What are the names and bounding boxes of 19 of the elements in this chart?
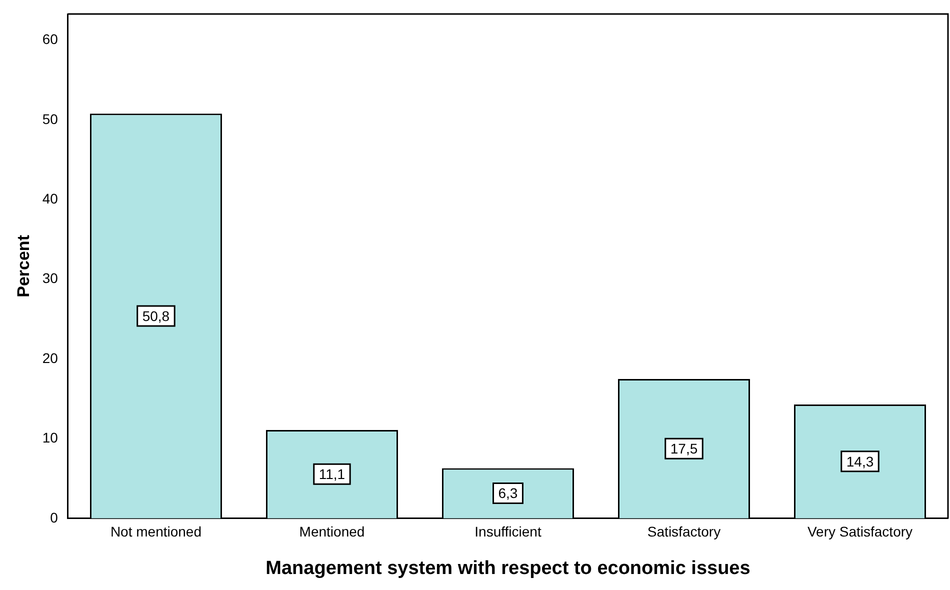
y-tick-label: 60 [42, 31, 58, 48]
x-tick-label: Very Satisfactory [807, 524, 913, 540]
data-label: 11,1 [318, 466, 346, 482]
x-tick-label: Satisfactory [647, 524, 721, 540]
data-label: 17,5 [670, 440, 698, 457]
y-tick-label: 0 [50, 509, 58, 526]
y-tick-label: 20 [42, 350, 58, 366]
x-tick-label: Mentioned [299, 524, 365, 540]
x-axis-title: Management system with respect to economic issues [266, 558, 750, 579]
x-tick-label: Not mentioned [110, 524, 202, 540]
y-tick-label: 50 [42, 110, 58, 127]
data-label: 6,3 [498, 485, 518, 502]
y-tick-label: 10 [42, 430, 58, 446]
x-tick-label: Insufficient [474, 524, 542, 540]
y-axis-title: Percent [14, 234, 33, 298]
data-label: 50,8 [142, 308, 170, 324]
data-label: 14,3 [846, 453, 874, 470]
y-tick-label: 30 [42, 270, 58, 286]
y-tick-label: 40 [42, 190, 58, 207]
